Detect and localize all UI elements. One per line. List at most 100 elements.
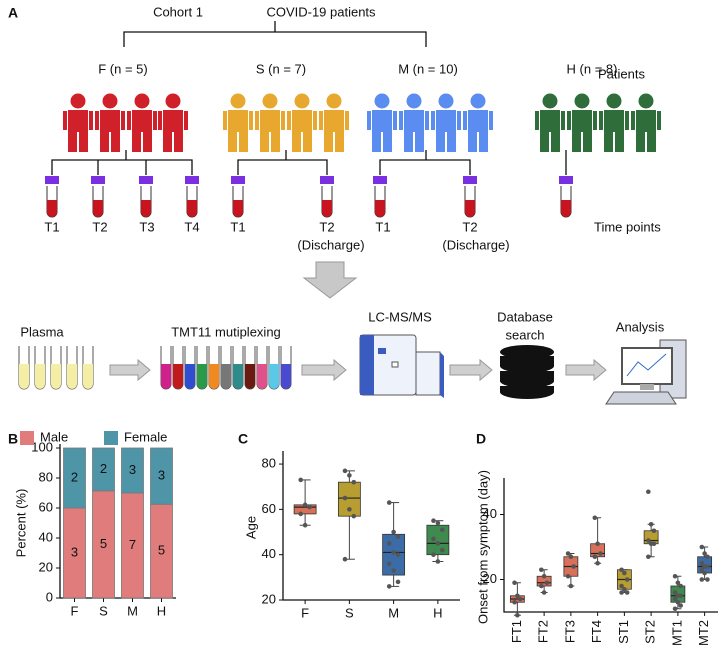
flow-arrow — [565, 358, 607, 382]
x-tick-label: FT3 — [562, 620, 577, 643]
point — [386, 584, 392, 589]
person-head — [470, 93, 486, 109]
group-label: F (n = 5) — [98, 61, 148, 76]
panel-a: A Cohort 1 COVID-19 patients F (n = 5) S… — [8, 4, 687, 405]
point — [595, 541, 600, 547]
point — [391, 568, 396, 573]
point — [672, 573, 678, 579]
point — [699, 544, 705, 550]
point — [439, 527, 445, 533]
point — [622, 570, 627, 576]
point — [702, 551, 707, 556]
point — [395, 552, 401, 557]
point — [705, 564, 710, 569]
tube-cap — [231, 176, 245, 184]
x-tick-label: M — [388, 605, 399, 620]
x-tick-label: H — [433, 605, 442, 620]
point — [544, 580, 550, 586]
legend-swatch — [20, 431, 34, 445]
tube-fill — [161, 364, 171, 389]
y-tick-label: 60 — [262, 501, 276, 516]
x-tick-label: H — [157, 603, 166, 618]
person-body — [319, 110, 349, 152]
y-tick-label: 0 — [46, 589, 53, 604]
person-head — [262, 93, 278, 109]
tube-blood — [141, 200, 151, 217]
tube-cap — [373, 176, 387, 184]
person-body — [63, 110, 93, 152]
tube-fill — [83, 364, 93, 389]
tube-fill — [185, 364, 195, 389]
bracket — [123, 21, 427, 47]
segment-count: 2 — [71, 469, 78, 484]
point — [351, 513, 357, 519]
segment-count: 3 — [71, 544, 78, 559]
time-note: (Discharge) — [442, 237, 509, 252]
y-tick-label: 60 — [39, 499, 53, 514]
person-head — [574, 93, 590, 109]
point — [622, 586, 627, 592]
point — [568, 583, 574, 589]
tube-fill — [233, 364, 243, 389]
flow-arrow — [301, 358, 347, 382]
point — [347, 507, 352, 512]
bar-segment — [121, 447, 144, 494]
segment-count: 2 — [100, 461, 107, 476]
x-tick-label: FT1 — [509, 620, 524, 643]
person-body — [463, 110, 493, 152]
y-tick-label: 20 — [483, 571, 497, 586]
x-tick-label: FT2 — [536, 620, 551, 643]
flow-arrow — [109, 358, 151, 382]
step-label: TMT11 mutiplexing — [171, 324, 281, 339]
point — [539, 583, 544, 589]
point — [651, 528, 657, 534]
point — [395, 534, 401, 539]
person-head — [326, 93, 342, 109]
x-tick-label: S — [99, 603, 108, 618]
legend-swatch — [104, 431, 118, 445]
person-head — [406, 93, 422, 109]
point — [619, 590, 624, 595]
y-axis-label: Percent (%) — [13, 489, 28, 558]
person-head — [134, 93, 150, 109]
legend-label: Female — [124, 429, 167, 444]
y-tick-label: 20 — [39, 559, 53, 574]
point — [541, 590, 547, 595]
point — [386, 500, 392, 505]
cohort-label: Cohort 1 — [153, 4, 203, 19]
person-head — [374, 93, 390, 109]
x-tick-label: MT2 — [696, 620, 711, 646]
point — [646, 538, 651, 543]
flow-arrow — [449, 358, 493, 382]
point — [517, 596, 523, 602]
point — [672, 606, 678, 612]
segment-count: 7 — [129, 537, 136, 552]
point — [395, 579, 401, 585]
bar-segment — [150, 447, 173, 505]
tube-fill — [197, 364, 207, 389]
time-label: T1 — [44, 219, 59, 234]
point — [699, 560, 705, 566]
segment-count: 3 — [158, 468, 165, 483]
point — [515, 612, 520, 618]
point — [672, 590, 678, 595]
time-label: T4 — [184, 219, 199, 234]
down-arrow — [302, 261, 358, 299]
tube-cap — [559, 176, 573, 184]
person-body — [158, 110, 188, 152]
tube-fill — [221, 364, 231, 389]
time-label: T1 — [375, 219, 390, 234]
x-tick-label: ST2 — [643, 620, 658, 644]
point — [678, 583, 683, 589]
y-tick-label: 80 — [39, 469, 53, 484]
point — [598, 551, 603, 556]
tube-blood — [561, 200, 571, 217]
step-label: LC-MS/MS — [368, 309, 432, 324]
x-tick-label: S — [345, 605, 354, 620]
box — [426, 524, 450, 556]
point — [705, 577, 710, 582]
tube-fill — [51, 364, 61, 389]
tube-fill — [209, 364, 219, 389]
tube-blood — [465, 200, 475, 217]
